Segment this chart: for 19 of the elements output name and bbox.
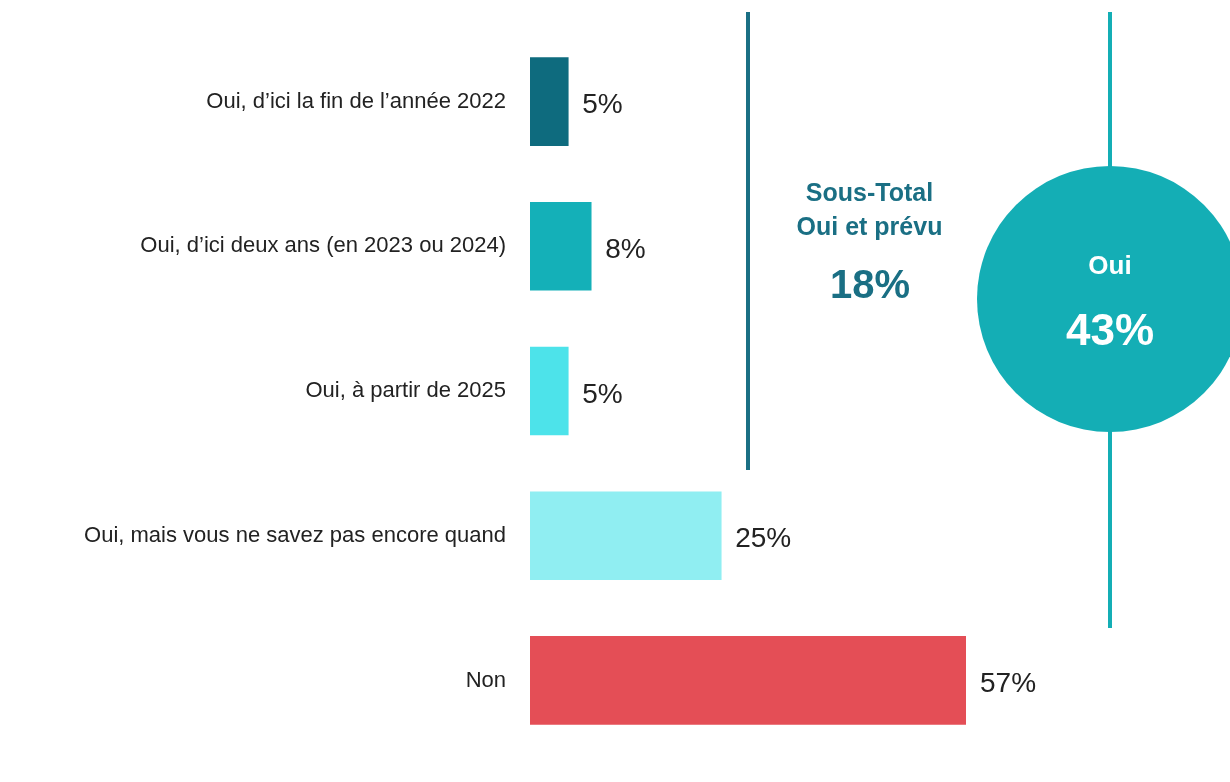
bar [530, 491, 722, 581]
y-tick-label: Oui, à partir de 2025 [305, 377, 506, 403]
bar [530, 57, 569, 146]
annotation: Sous-Total Oui et prévu [795, 177, 944, 242]
text: Oui [1087, 250, 1133, 281]
y-tick-label: Oui, d’ici la fin de l’année 2022 [206, 87, 506, 113]
data-label: 5% [582, 377, 623, 409]
text: 43% [1064, 305, 1156, 355]
data-label: 57% [980, 667, 1037, 699]
bar [530, 346, 569, 436]
y-tick-label: Oui, d’ici deux ans (en 2023 ou 2024) [140, 232, 506, 258]
annotation: 18% [828, 262, 912, 307]
bar [530, 201, 592, 291]
y-tick-label: Non [465, 666, 506, 692]
data-label: 8% [605, 233, 646, 264]
data-label: 5% [582, 88, 623, 120]
y-tick-label: Oui, mais vous ne savez pas encore quand [84, 521, 506, 547]
data-label: 25% [735, 522, 792, 554]
bar [530, 636, 966, 725]
